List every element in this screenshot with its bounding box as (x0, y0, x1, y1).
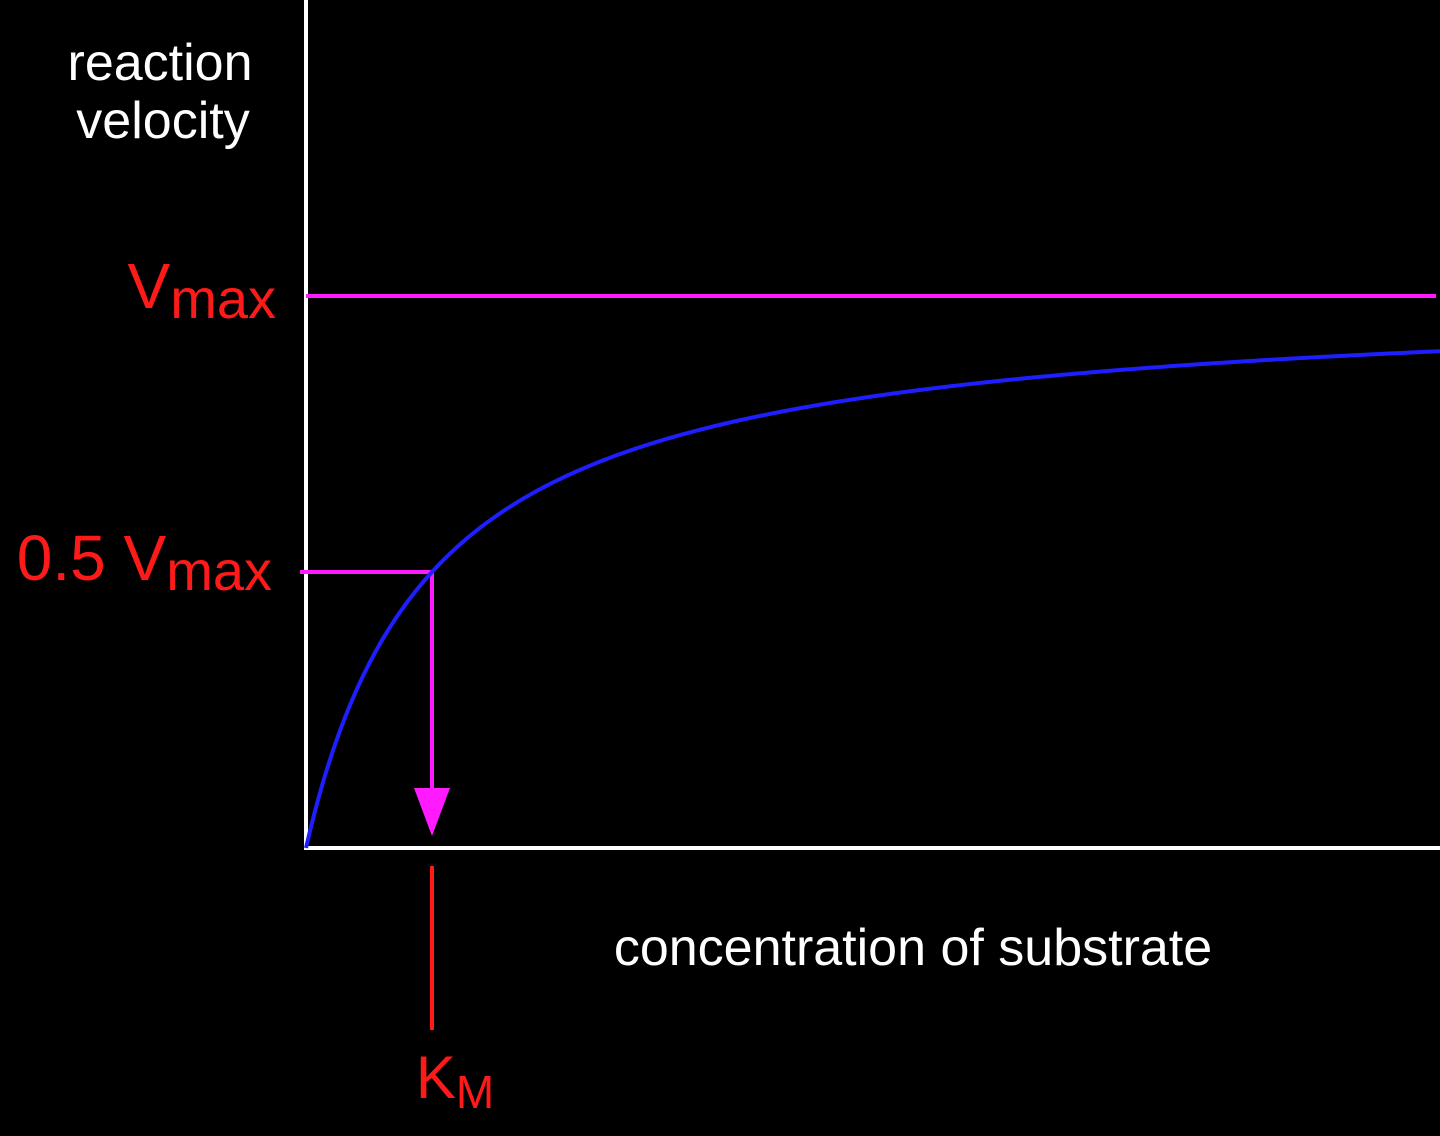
vmax-label: Vmax (128, 250, 276, 330)
half-vmax-label: 0.5 Vmax (17, 522, 272, 602)
km-arrowhead (414, 788, 450, 836)
y-axis-label-line2: velocity (76, 92, 249, 150)
km-label: KM (416, 1044, 494, 1118)
y-axis-label-line1: reaction (68, 34, 253, 92)
velocity-curve (304, 349, 1440, 849)
x-axis-label: concentration of substrate (614, 919, 1212, 977)
